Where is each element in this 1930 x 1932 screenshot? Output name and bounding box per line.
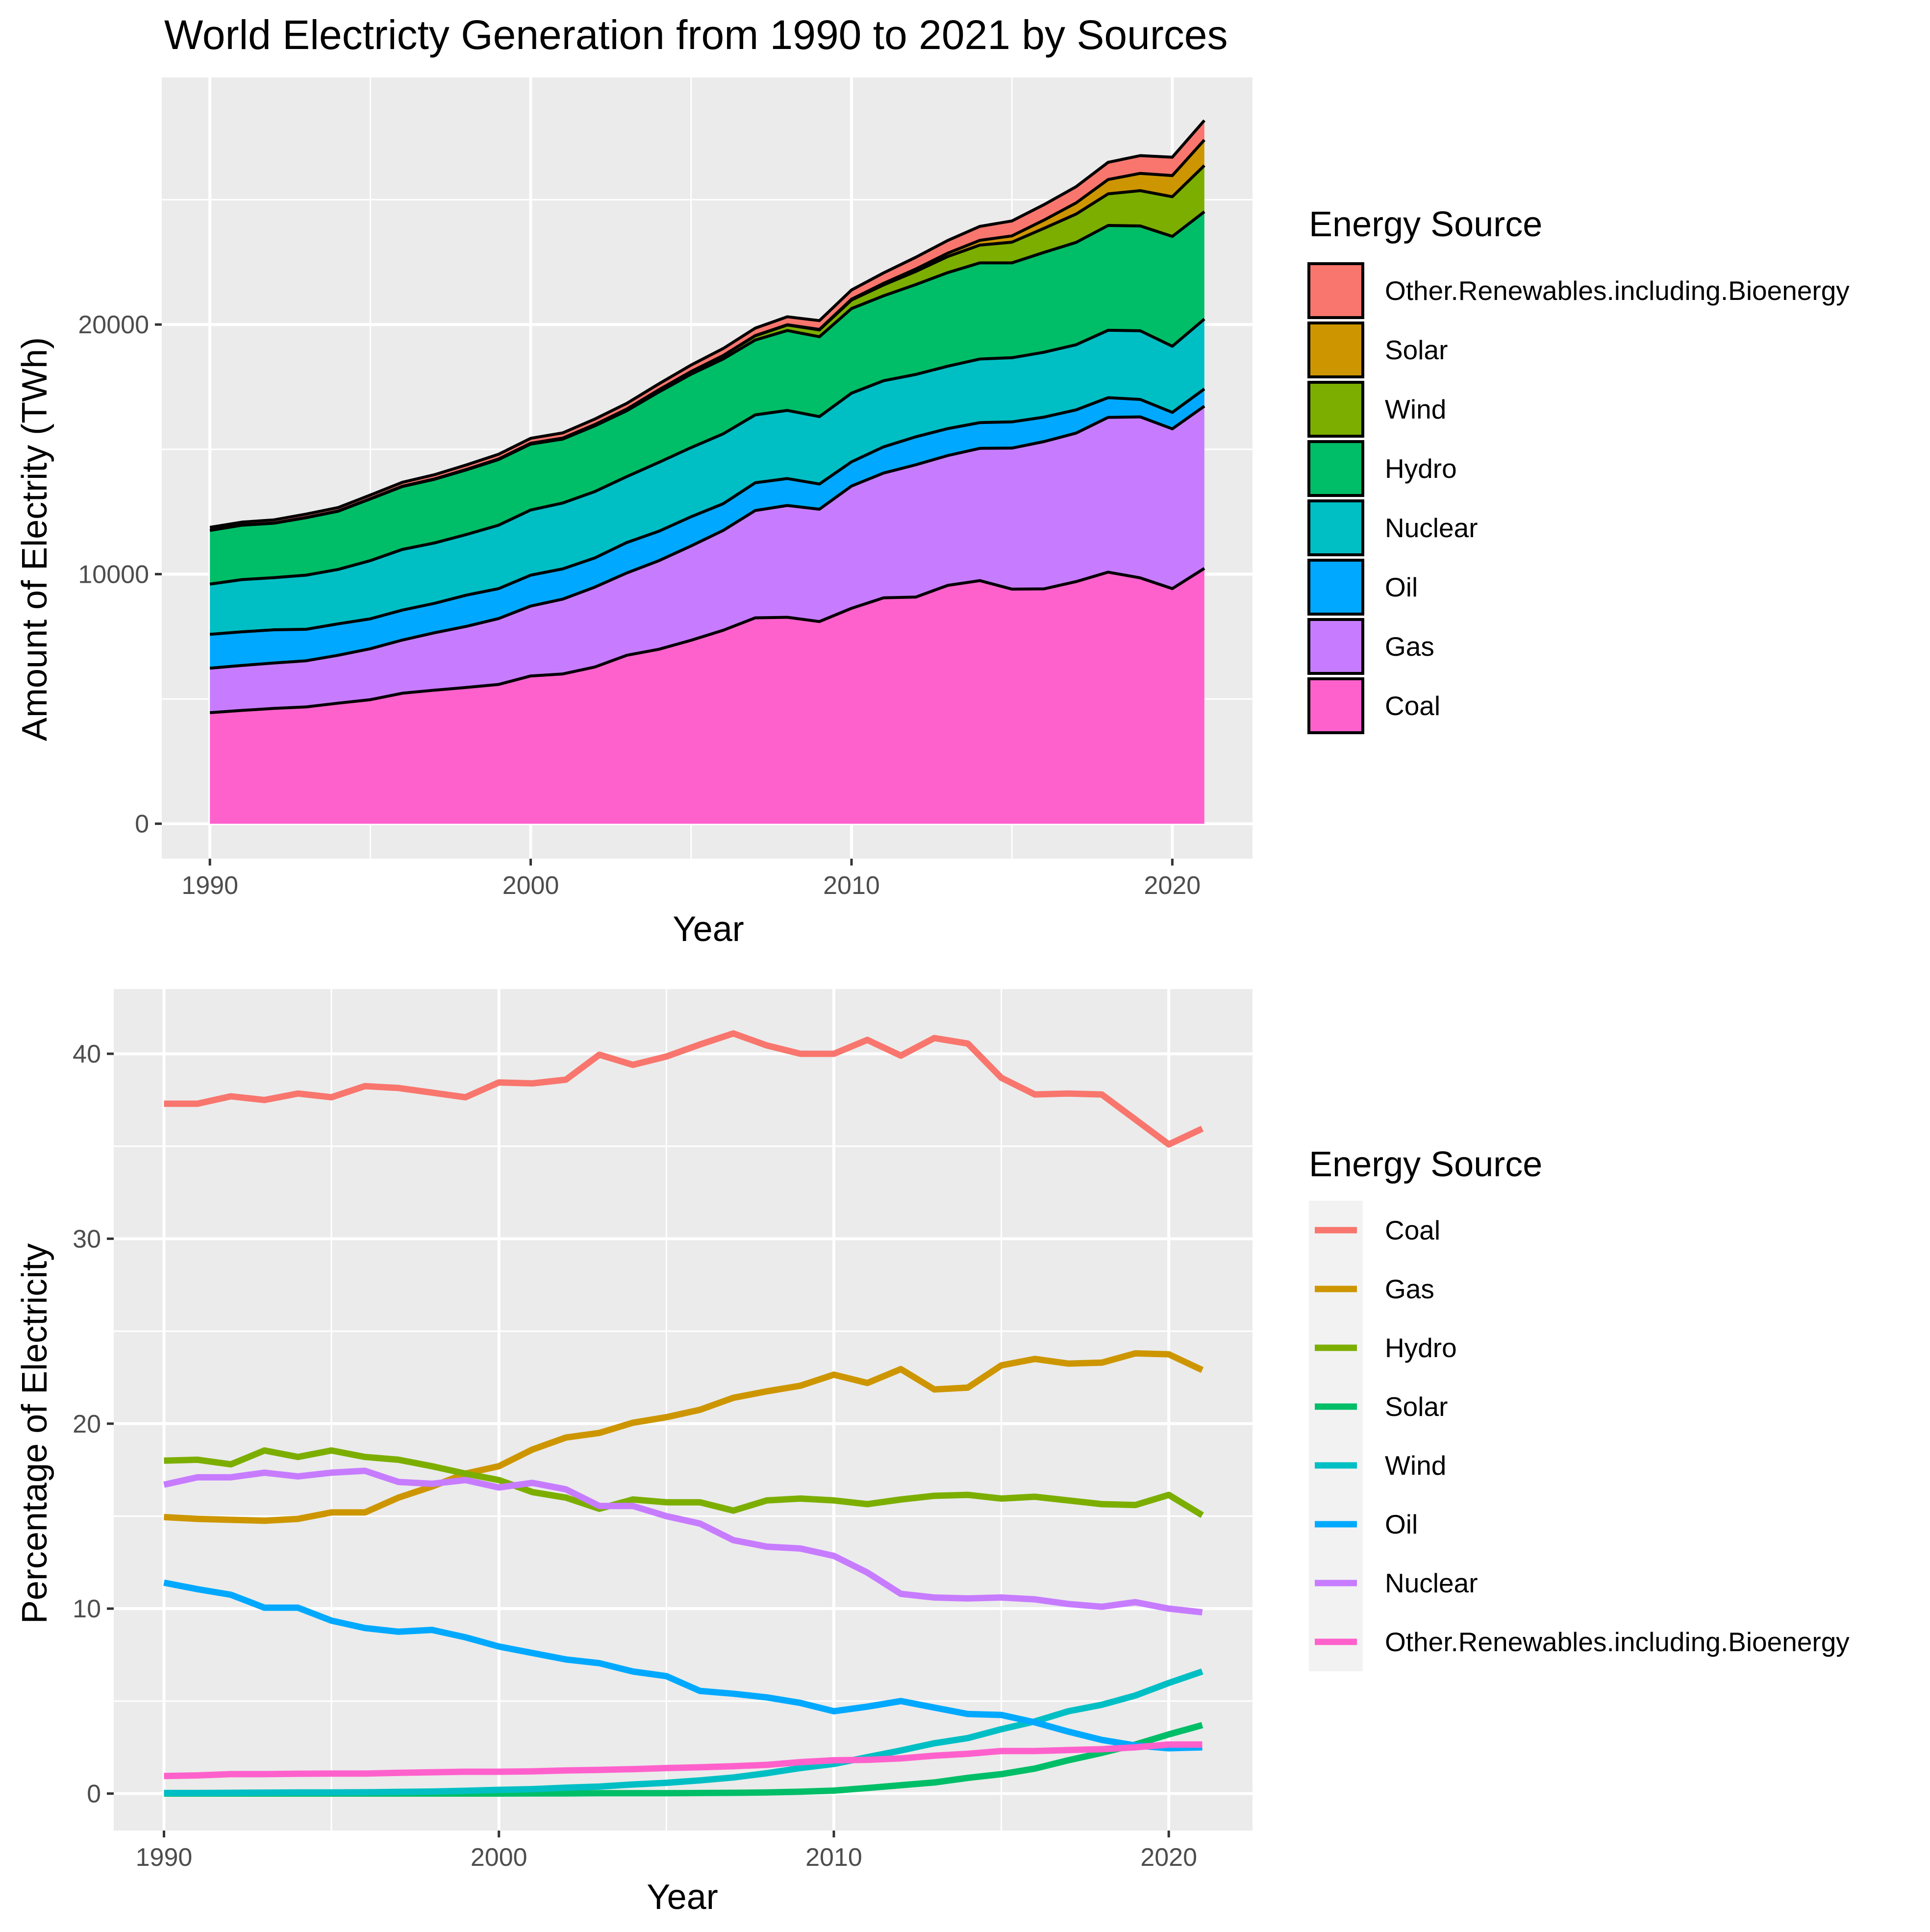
area-coal: [210, 568, 1204, 824]
legend-label: Coal: [1385, 691, 1440, 721]
x-tick-label: 2010: [805, 1843, 862, 1872]
legend-label: Nuclear: [1385, 513, 1478, 543]
legend-label: Hydro: [1385, 1333, 1457, 1363]
legend-label: Oil: [1385, 572, 1418, 602]
line-nuclear: [163, 1467, 1203, 1616]
y-axis: 0 10000 20000: [78, 311, 162, 839]
area-outline-solar: [209, 139, 1206, 532]
legend-key: [1307, 677, 1364, 734]
area-hydro: [210, 212, 1204, 584]
y-axis: 0 10 20 30 40: [73, 1040, 114, 1808]
legend-key: [1307, 262, 1364, 319]
area-gas: [210, 406, 1204, 713]
legend-label: Other.Renewables.including.Bioenergy: [1385, 275, 1850, 306]
area-layers: [209, 119, 1206, 824]
y-tick-label: 10: [73, 1595, 101, 1623]
area-nuclear: [210, 319, 1204, 635]
line-other-renewables-including-bioenergy: [164, 1741, 1203, 1780]
x-tick-label: 2000: [471, 1843, 527, 1872]
y-axis-title: Amount of Electrity (TWh): [15, 337, 54, 741]
y-tick-label: 40: [73, 1040, 101, 1068]
x-tick-label: 2020: [1140, 1843, 1197, 1872]
plot-panel: [114, 989, 1253, 1831]
legend-key: [1307, 322, 1364, 378]
area-outline-oil: [209, 388, 1205, 636]
x-tick-label: 1990: [136, 1843, 193, 1872]
legend-key: [1307, 499, 1364, 556]
area-outline-coal: [209, 567, 1205, 715]
x-tick-label: 2020: [1144, 871, 1201, 900]
legend-key: [1307, 618, 1364, 675]
line-coal: [164, 1030, 1204, 1148]
legend-label: Hydro: [1385, 453, 1457, 484]
legend: Energy Source Coal Gas Hydro Solar Wind Oil Nu…: [1309, 1145, 1850, 1671]
legend: Energy Source Other.Renewables.including…: [1307, 205, 1850, 734]
legend-label: Oil: [1385, 1509, 1418, 1539]
legend-label: Wind: [1385, 394, 1446, 424]
legend-label: Solar: [1385, 1391, 1448, 1422]
y-tick-label: 20000: [78, 311, 149, 339]
line-gas: [164, 1350, 1204, 1524]
legend-title: Energy Source: [1309, 1145, 1542, 1184]
legend-title: Energy Source: [1309, 205, 1542, 244]
legend-label: Solar: [1385, 335, 1448, 365]
y-tick-label: 30: [73, 1225, 101, 1253]
y-tick-label: 0: [87, 1780, 101, 1808]
y-axis-title: Percentage of Electricity: [15, 1243, 54, 1624]
x-axis: 1990 2000 2010 2020: [181, 859, 1201, 900]
x-tick-label: 2000: [502, 871, 559, 900]
line-chart: 0 10 20 30 40 1990 2000 2010 2020 Year Percenta…: [15, 989, 1850, 1917]
legend-label: Nuclear: [1385, 1568, 1478, 1598]
stacked-area-chart: World Electricty Generation from 1990 to…: [15, 12, 1850, 949]
legend-label: Gas: [1385, 1274, 1434, 1304]
area-outline-gas: [209, 405, 1205, 670]
area-outline-nuclear: [209, 318, 1205, 586]
area-outline-other-renewables-including-bioenergy: [209, 119, 1206, 529]
x-axis-title: Year: [647, 1878, 718, 1917]
x-axis-title: Year: [673, 910, 744, 949]
y-tick-label: 20: [73, 1410, 101, 1438]
legend-label: Wind: [1385, 1450, 1446, 1481]
line-oil: [163, 1579, 1203, 1752]
legend-label: Other.Renewables.including.Bioenergy: [1385, 1627, 1850, 1657]
legend-key: [1307, 559, 1364, 616]
x-axis: 1990 2000 2010 2020: [136, 1831, 1197, 1872]
x-tick-label: 1990: [181, 871, 238, 900]
y-tick-label: 0: [135, 810, 149, 839]
area-wind: [210, 165, 1204, 531]
legend-label: Gas: [1385, 631, 1434, 662]
line-hydro: [164, 1447, 1204, 1518]
legend-key: [1307, 381, 1364, 438]
series-lines: [163, 1030, 1204, 1797]
y-tick-label: 10000: [78, 560, 149, 589]
chart-title: World Electricty Generation from 1990 to…: [164, 12, 1228, 58]
x-tick-label: 2010: [823, 871, 880, 900]
legend-key: [1307, 440, 1364, 497]
legend-label: Coal: [1385, 1215, 1440, 1245]
